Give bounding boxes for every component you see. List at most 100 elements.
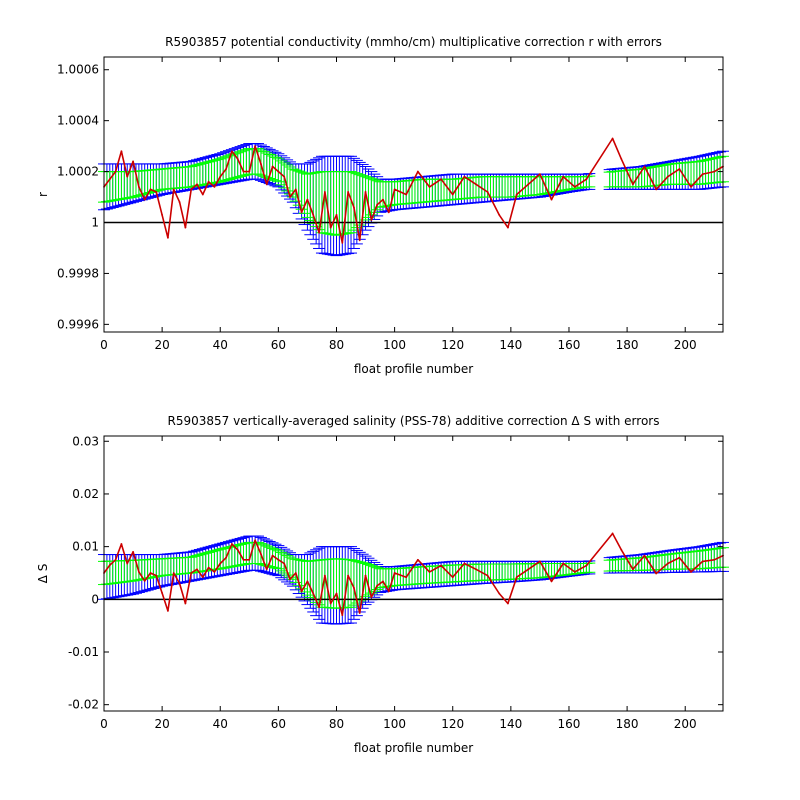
data-point [318, 606, 320, 609]
x-tick-label: 60 [271, 338, 286, 352]
data-point [632, 568, 634, 571]
data-point [713, 558, 716, 561]
data-point [196, 568, 198, 571]
data-point [283, 175, 286, 178]
plot-frame [103, 435, 724, 712]
data-point [161, 213, 164, 216]
data-point [236, 548, 239, 551]
data-point [611, 137, 614, 140]
conductivity-correction-chart: R5903857 potential conductivity (mmho/cm… [36, 35, 729, 376]
data-point [507, 602, 509, 605]
data-point [196, 183, 198, 186]
data-point [405, 576, 408, 579]
data-point [358, 239, 361, 242]
data-point [690, 185, 692, 188]
data-point [137, 571, 140, 573]
data-point [376, 203, 379, 206]
data-point [335, 213, 338, 216]
data-point [126, 562, 129, 565]
data-point [678, 556, 681, 559]
data-point [236, 157, 239, 160]
data-point [207, 180, 210, 183]
chart-title: R5903857 vertically-averaged salinity (P… [168, 414, 660, 428]
x-tick-label: 80 [329, 338, 344, 352]
data-point [178, 201, 181, 204]
data-point [573, 571, 576, 573]
data-point [155, 574, 158, 577]
data-point [178, 582, 181, 585]
data-point [271, 165, 274, 168]
data-point [300, 590, 303, 593]
data-point [655, 572, 658, 575]
data-point [132, 551, 134, 553]
data-point [498, 213, 501, 216]
data-point [440, 564, 443, 567]
x-tick-label: 60 [271, 717, 286, 731]
data-point [201, 576, 204, 579]
y-tick-label: 0.03 [72, 434, 99, 448]
data-point [184, 602, 187, 605]
data-point [108, 178, 111, 181]
data-point [161, 592, 164, 594]
x-tick-label: 160 [558, 717, 581, 731]
data-point [620, 548, 623, 551]
data-point [172, 572, 175, 574]
data-point [370, 596, 373, 599]
data-point [486, 191, 489, 193]
data-point [701, 560, 704, 563]
data-point [527, 183, 530, 186]
data-point [114, 558, 117, 561]
data-point [312, 213, 315, 216]
data-point [701, 173, 704, 176]
y-tick-label: 0.9998 [57, 266, 99, 280]
data-point [242, 558, 245, 561]
data-point [190, 188, 193, 191]
data-point [370, 219, 373, 221]
data-point [539, 173, 541, 176]
data-point [312, 592, 315, 595]
data-point [213, 185, 216, 188]
x-tick-label: 120 [441, 338, 464, 352]
data-point [283, 562, 286, 565]
y-tick-label: -0.02 [68, 698, 99, 712]
data-point [335, 592, 338, 595]
y-tick-label: 1.0004 [57, 114, 99, 128]
data-point [382, 198, 384, 201]
data-point [515, 576, 518, 579]
data-point [289, 578, 291, 581]
data-point [527, 568, 530, 571]
data-point [364, 574, 367, 577]
data-point [277, 558, 280, 561]
data-point [341, 241, 344, 244]
salinity-correction-chart: R5903857 vertically-averaged salinity (P… [36, 414, 729, 755]
data-point [387, 590, 390, 593]
data-point [184, 226, 187, 229]
data-point [201, 193, 204, 196]
x-tick-label: 40 [213, 338, 228, 352]
y-tick-label: 0.01 [72, 540, 99, 554]
x-axis-label: float profile number [354, 362, 473, 376]
x-tick-label: 40 [213, 717, 228, 731]
chart-title: R5903857 potential conductivity (mmho/cm… [165, 35, 662, 49]
x-tick-label: 120 [441, 717, 464, 731]
data-point [611, 532, 614, 535]
data-point [132, 160, 134, 163]
data-point [341, 614, 344, 617]
data-point [230, 543, 233, 545]
data-point [393, 572, 396, 574]
data-point [486, 574, 489, 577]
data-point [120, 150, 123, 153]
data-point [347, 191, 350, 193]
data-point [562, 175, 565, 178]
x-tick-label: 140 [499, 338, 522, 352]
data-point [149, 572, 152, 574]
data-point [498, 592, 501, 595]
data-point [515, 193, 518, 196]
data-point [550, 580, 553, 583]
y-tick-label: 0.02 [72, 487, 99, 501]
x-tick-label: 100 [383, 717, 406, 731]
data-point [643, 165, 646, 168]
x-axis-label: float profile number [354, 741, 473, 755]
y-tick-label: 1 [91, 216, 99, 230]
data-point [225, 556, 227, 559]
